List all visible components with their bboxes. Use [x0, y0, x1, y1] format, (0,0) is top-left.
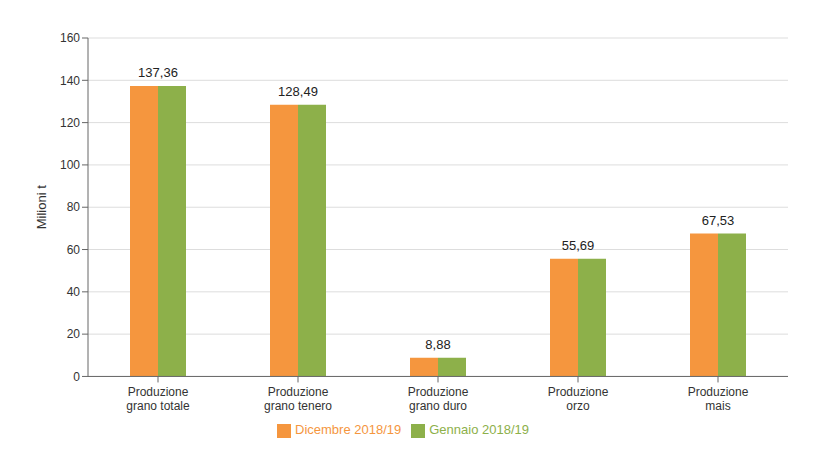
svg-text:137,36: 137,36	[138, 65, 178, 80]
svg-text:20: 20	[67, 327, 81, 341]
svg-text:100: 100	[60, 158, 80, 172]
html-text:Gennaio 2018/19: Gennaio 2018/19	[429, 422, 529, 438]
svg-text:Milioni t: Milioni t	[34, 185, 49, 229]
svg-text:128,49: 128,49	[278, 84, 318, 99]
svg-text:Produzionegrano totale: Produzionegrano totale	[126, 385, 190, 413]
svg-text:Produzionegrano tenero: Produzionegrano tenero	[264, 385, 332, 413]
svg-text:Produzionemais: Produzionemais	[688, 385, 749, 413]
svg-text:140: 140	[60, 74, 80, 88]
svg-text:60: 60	[67, 243, 81, 257]
svg-text:55,69: 55,69	[562, 238, 595, 253]
svg-text:8,88: 8,88	[425, 337, 450, 352]
svg-text:Produzioneorzo: Produzioneorzo	[548, 385, 609, 413]
svg-text:40: 40	[67, 285, 81, 299]
svg-text:160: 160	[60, 31, 80, 45]
svg-text:0: 0	[73, 370, 80, 384]
svg-text:120: 120	[60, 116, 80, 130]
html-text:Dicembre 2018/19: Dicembre 2018/19	[295, 422, 402, 438]
svg-text:Produzionegrano duro: Produzionegrano duro	[408, 385, 469, 413]
svg-text:80: 80	[67, 200, 81, 214]
svg-text:67,53: 67,53	[702, 213, 735, 228]
